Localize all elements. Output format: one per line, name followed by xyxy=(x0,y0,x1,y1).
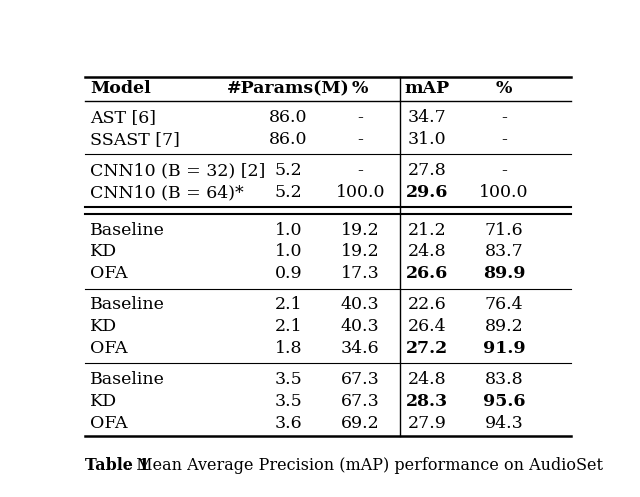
Text: 3.5: 3.5 xyxy=(275,393,302,410)
Text: CNN10 (B = 64)*: CNN10 (B = 64)* xyxy=(90,184,244,201)
Text: 95.6: 95.6 xyxy=(483,393,525,410)
Text: 2.1: 2.1 xyxy=(275,297,302,314)
Text: OFA: OFA xyxy=(90,265,127,282)
Text: 31.0: 31.0 xyxy=(408,131,447,148)
Text: #Params(M): #Params(M) xyxy=(227,81,349,97)
Text: SSAST [7]: SSAST [7] xyxy=(90,131,180,148)
Text: 34.7: 34.7 xyxy=(408,109,447,126)
Text: 71.6: 71.6 xyxy=(484,222,524,239)
Text: -: - xyxy=(501,109,507,126)
Text: 1.0: 1.0 xyxy=(275,222,302,239)
Text: 5.2: 5.2 xyxy=(275,184,302,201)
Text: 27.8: 27.8 xyxy=(408,162,447,179)
Text: 83.7: 83.7 xyxy=(484,244,524,260)
Text: 3.5: 3.5 xyxy=(275,371,302,388)
Text: Baseline: Baseline xyxy=(90,297,164,314)
Text: mAP: mAP xyxy=(404,81,450,97)
Text: 40.3: 40.3 xyxy=(341,297,380,314)
Text: 24.8: 24.8 xyxy=(408,371,447,388)
Text: 67.3: 67.3 xyxy=(341,371,380,388)
Text: 86.0: 86.0 xyxy=(269,109,308,126)
Text: Baseline: Baseline xyxy=(90,222,164,239)
Text: KD: KD xyxy=(90,318,117,335)
Text: KD: KD xyxy=(90,244,117,260)
Text: 34.6: 34.6 xyxy=(341,340,380,357)
Text: 1.0: 1.0 xyxy=(275,244,302,260)
Text: 94.3: 94.3 xyxy=(484,415,524,432)
Text: 91.9: 91.9 xyxy=(483,340,525,357)
Text: %: % xyxy=(496,81,512,97)
Text: 40.3: 40.3 xyxy=(341,318,380,335)
Text: Model: Model xyxy=(90,81,150,97)
Text: 27.2: 27.2 xyxy=(406,340,448,357)
Text: 89.2: 89.2 xyxy=(484,318,524,335)
Text: 1.8: 1.8 xyxy=(275,340,302,357)
Text: 28.3: 28.3 xyxy=(406,393,448,410)
Text: -: - xyxy=(357,162,363,179)
Text: 17.3: 17.3 xyxy=(341,265,380,282)
Text: OFA: OFA xyxy=(90,340,127,357)
Text: 21.2: 21.2 xyxy=(408,222,447,239)
Text: 5.2: 5.2 xyxy=(275,162,302,179)
Text: -: - xyxy=(357,131,363,148)
Text: CNN10 (B = 32) [2]: CNN10 (B = 32) [2] xyxy=(90,162,266,179)
Text: -: - xyxy=(357,109,363,126)
Text: 83.8: 83.8 xyxy=(484,371,524,388)
Text: 0.9: 0.9 xyxy=(275,265,302,282)
Text: %: % xyxy=(352,81,369,97)
Text: KD: KD xyxy=(90,393,117,410)
Text: 2.1: 2.1 xyxy=(275,318,302,335)
Text: 19.2: 19.2 xyxy=(341,222,380,239)
Text: 24.8: 24.8 xyxy=(408,244,447,260)
Text: 3.6: 3.6 xyxy=(275,415,302,432)
Text: 100.0: 100.0 xyxy=(335,184,385,201)
Text: 67.3: 67.3 xyxy=(341,393,380,410)
Text: -: - xyxy=(501,131,507,148)
Text: 27.9: 27.9 xyxy=(408,415,447,432)
Text: . Mean Average Precision (mAP) performance on AudioSet: . Mean Average Precision (mAP) performan… xyxy=(125,457,603,474)
Text: 89.9: 89.9 xyxy=(483,265,525,282)
Text: 76.4: 76.4 xyxy=(484,297,524,314)
Text: 22.6: 22.6 xyxy=(408,297,447,314)
Text: -: - xyxy=(501,162,507,179)
Text: OFA: OFA xyxy=(90,415,127,432)
Text: 29.6: 29.6 xyxy=(406,184,449,201)
Text: 26.4: 26.4 xyxy=(408,318,447,335)
Text: 26.6: 26.6 xyxy=(406,265,449,282)
Text: 86.0: 86.0 xyxy=(269,131,308,148)
Text: 19.2: 19.2 xyxy=(341,244,380,260)
Text: 69.2: 69.2 xyxy=(341,415,380,432)
Text: 100.0: 100.0 xyxy=(479,184,529,201)
Text: Table 1: Table 1 xyxy=(85,457,150,474)
Text: AST [6]: AST [6] xyxy=(90,109,156,126)
Text: Baseline: Baseline xyxy=(90,371,164,388)
